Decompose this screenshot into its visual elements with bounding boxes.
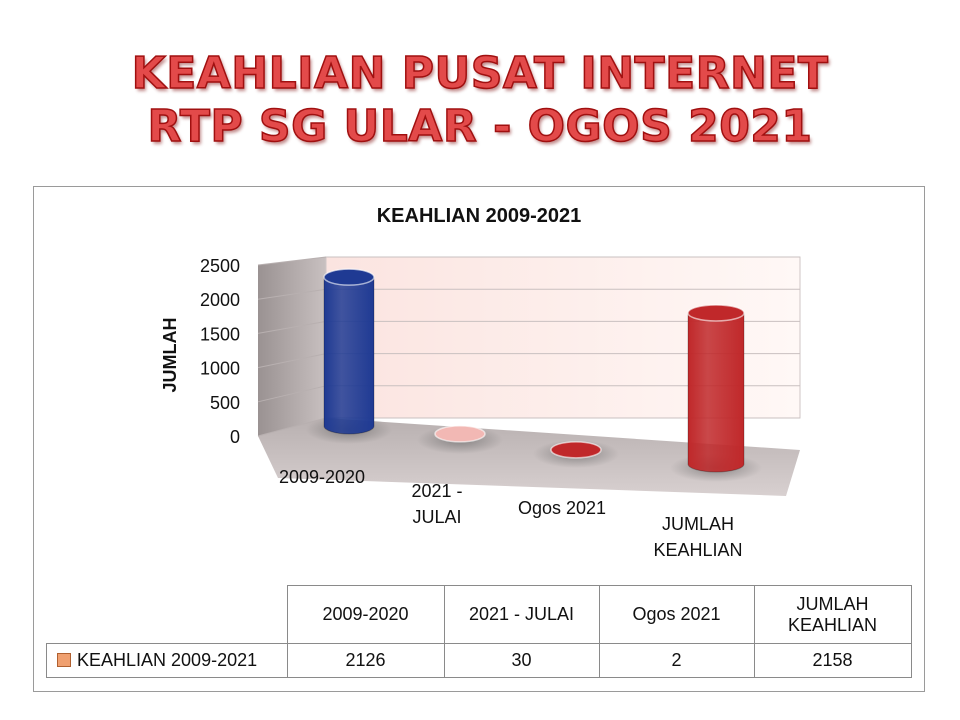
bar — [306, 268, 392, 444]
table-row: KEAHLIAN 2009-2021 2126 30 2 2158 — [46, 643, 912, 678]
bar-top — [687, 304, 745, 322]
side-wall — [258, 257, 326, 436]
x-tick-label: JUMLAH KEAHLIAN — [653, 514, 742, 560]
bar-top — [550, 441, 602, 459]
y-tick-label: 2500 — [200, 256, 240, 276]
gridline-side — [257, 385, 327, 403]
gridline-side — [257, 288, 327, 300]
data-table: 2009-2020 2021 - JULAI Ogos 2021 JUMLAH K… — [46, 585, 912, 678]
page-title-line2: RTP SG ULAR - OGOS 2021 — [147, 100, 813, 153]
x-tick-label: Ogos 2021 — [518, 498, 606, 518]
table-header-cell: JUMLAH KEAHLIAN — [753, 585, 912, 644]
floor — [258, 418, 800, 496]
gridline-side — [257, 256, 327, 266]
y-tick-label: 2000 — [200, 290, 240, 310]
gridline-side — [257, 353, 327, 369]
bar-top — [323, 268, 375, 286]
table-header-label: JUMLAH — [796, 593, 869, 614]
page-title-line1: KEAHLIAN PUSAT INTERNET — [131, 47, 829, 100]
table-header-cell: Ogos 2021 — [598, 585, 755, 644]
table-cell: 2126 — [286, 643, 445, 678]
bar — [533, 440, 619, 468]
table-header-label: KEAHLIAN — [787, 614, 878, 635]
table-header-label: 2021 - JULAI — [468, 604, 575, 624]
y-tick-label: 0 — [230, 427, 240, 447]
table-header-cell: 2021 - JULAI — [443, 585, 600, 644]
chart-title: KEAHLIAN 2009-2021 — [377, 205, 582, 227]
series-name: KEAHLIAN 2009-2021 — [77, 650, 258, 670]
table-header-label: Ogos 2021 — [632, 604, 721, 624]
table-cell: 30 — [443, 643, 600, 678]
y-tick-label: 1000 — [200, 359, 240, 379]
table-header-label: 2009-2020 — [322, 604, 409, 624]
y-tick-label: 1500 — [200, 324, 240, 344]
gridline-side — [257, 417, 327, 437]
table-corner — [47, 586, 288, 644]
bar-top — [434, 425, 486, 443]
table-cell: 2 — [598, 643, 755, 678]
table-header-cell: 2009-2020 — [286, 585, 445, 644]
bar — [670, 304, 762, 482]
y-axis-label: JUMLAH — [160, 318, 180, 393]
gridline-side — [257, 320, 327, 334]
y-tick-label: 500 — [210, 393, 240, 413]
bar-body — [687, 312, 745, 473]
bar-body — [323, 276, 375, 435]
table-header-row: 2009-2020 2021 - JULAI Ogos 2021 JUMLAH K… — [47, 585, 912, 644]
x-tick-label: 2021 -JULAI — [411, 481, 462, 527]
table-cell: 2158 — [753, 643, 912, 678]
bar — [417, 425, 503, 454]
table-row-label: KEAHLIAN 2009-2021 — [46, 643, 288, 678]
x-tick-label: 2009-2020 — [279, 467, 365, 487]
legend-swatch-icon — [57, 653, 71, 667]
